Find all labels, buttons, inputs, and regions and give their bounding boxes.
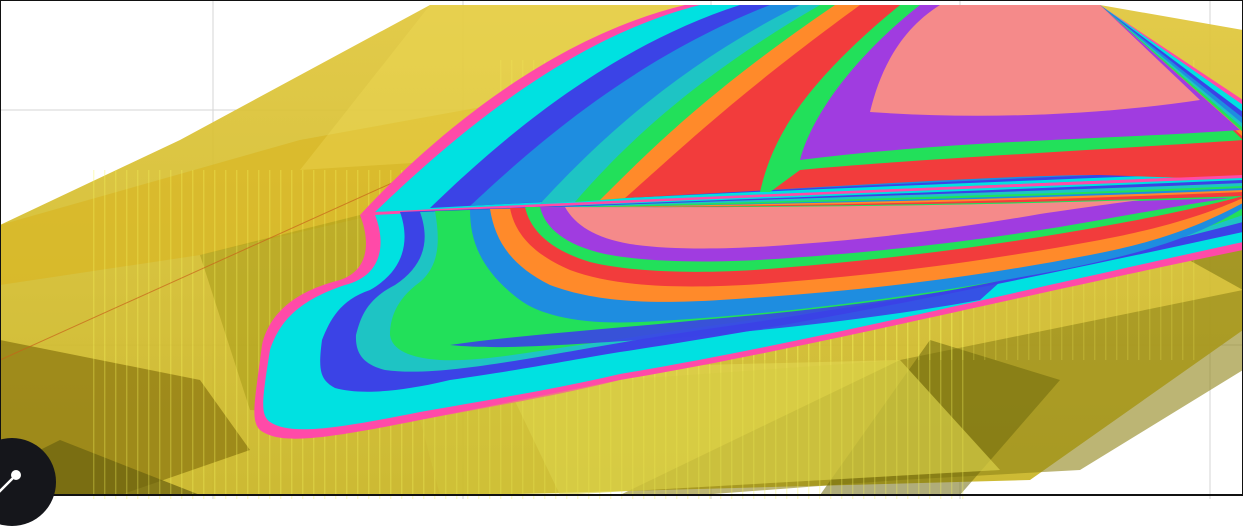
orbit-navigation-icon — [0, 470, 21, 493]
upper-fold-layers — [360, 5, 1243, 215]
geological-scene[interactable] — [0, 0, 1243, 499]
lower-fold-layers — [254, 175, 1243, 439]
overburden-front-wedge — [420, 360, 1000, 495]
